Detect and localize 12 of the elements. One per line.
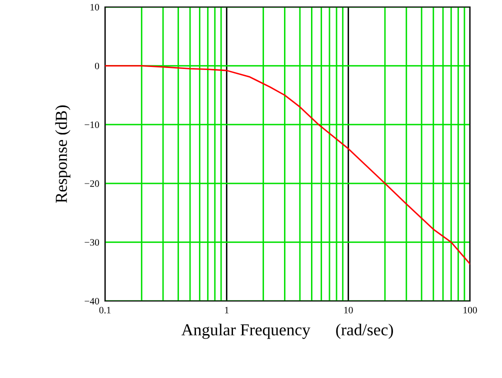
x-tick-label: 1 xyxy=(225,306,229,314)
y-tick-label: 0 xyxy=(94,62,100,70)
y-tick-label: 10 xyxy=(90,4,100,10)
x-axis-title: Angular Frequency (rad/sec) xyxy=(181,324,393,339)
x-tick-label: 100 xyxy=(464,306,477,314)
y-tick-label: −30 xyxy=(84,239,100,246)
x-tick-label: 10 xyxy=(344,306,353,314)
y-tick-label: −40 xyxy=(84,298,100,304)
y-axis-title: Response (dB) xyxy=(55,105,70,203)
x-tick-label: 0.1 xyxy=(99,306,110,314)
y-tick-label: −20 xyxy=(84,180,100,187)
y-tick-label: −10 xyxy=(84,122,100,128)
